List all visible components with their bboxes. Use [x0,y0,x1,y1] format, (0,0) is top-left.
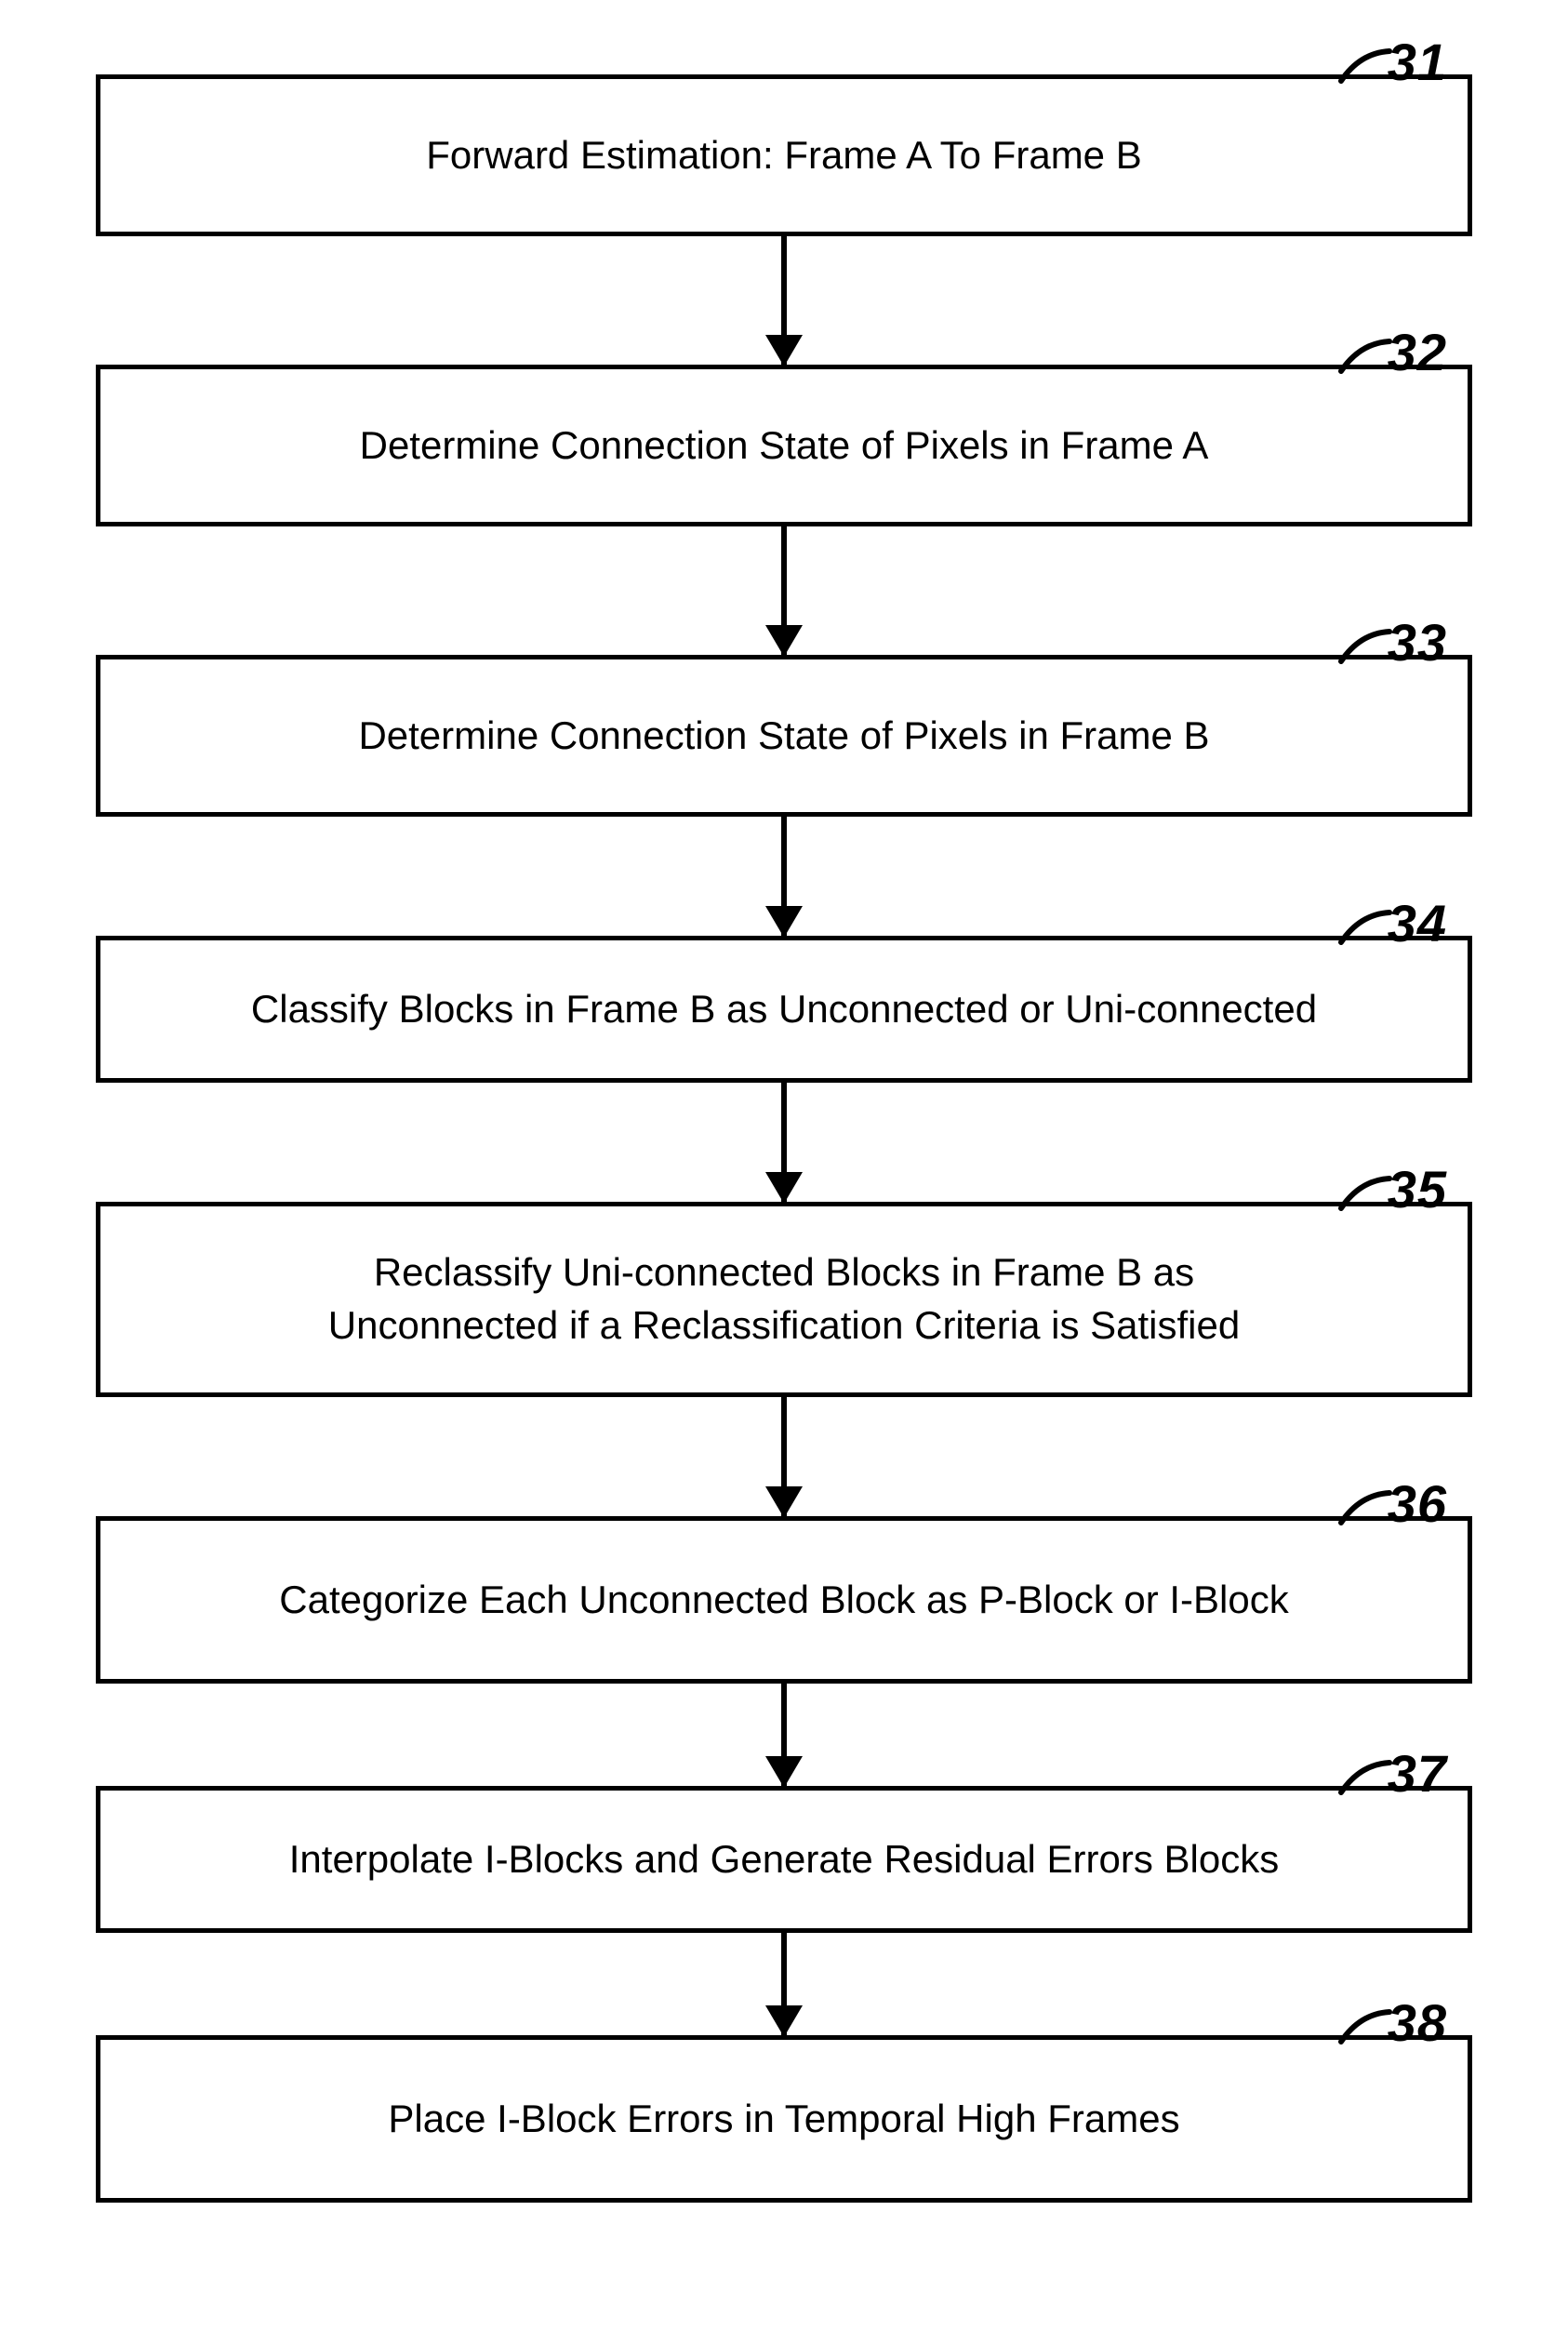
step-box: Determine Connection State of Pixels in … [96,365,1472,526]
label-tick-icon [1337,1759,1393,1796]
label-tick-icon [1337,338,1393,375]
flowchart-step: 31 Forward Estimation: Frame A To Frame … [93,74,1475,365]
arrow-down-icon [781,236,787,365]
arrow-down-icon [781,1684,787,1786]
label-tick-icon [1337,1489,1393,1526]
step-text: Classify Blocks in Frame B as Unconnecte… [251,983,1317,1036]
step-text: Place I-Block Errors in Temporal High Fr… [388,2093,1179,2146]
label-tick-icon [1337,47,1393,85]
label-tick-icon [1337,909,1393,946]
step-number: 34 [1388,894,1447,952]
flowchart-step: 37 Interpolate I-Blocks and Generate Res… [93,1786,1475,2035]
step-box: Place I-Block Errors in Temporal High Fr… [96,2035,1472,2203]
step-label: 35 [1337,1159,1447,1219]
step-number: 37 [1388,1744,1447,1803]
step-box: Interpolate I-Blocks and Generate Residu… [96,1786,1472,1933]
step-box: Categorize Each Unconnected Block as P-B… [96,1516,1472,1684]
step-number: 32 [1388,323,1447,381]
step-text: Categorize Each Unconnected Block as P-B… [279,1574,1289,1627]
arrow-down-icon [781,817,787,936]
step-label: 37 [1337,1743,1447,1804]
arrow-down-icon [781,1083,787,1202]
step-text: Determine Connection State of Pixels in … [360,420,1209,473]
step-number: 36 [1388,1474,1447,1533]
step-label: 33 [1337,612,1447,673]
flowchart-container: 31 Forward Estimation: Frame A To Frame … [93,74,1475,2203]
arrow-down-icon [781,526,787,655]
step-text: Forward Estimation: Frame A To Frame B [426,129,1141,182]
arrow-down-icon [781,1933,787,2035]
step-text: Interpolate I-Blocks and Generate Residu… [289,1833,1280,1886]
step-number: 35 [1388,1160,1447,1219]
step-text: Reclassify Uni-connected Blocks in Frame… [328,1246,1240,1352]
label-tick-icon [1337,2008,1393,2045]
label-tick-icon [1337,628,1393,665]
flowchart-step: 34 Classify Blocks in Frame B as Unconne… [93,936,1475,1202]
step-label: 36 [1337,1473,1447,1534]
step-label: 32 [1337,322,1447,382]
step-box: Classify Blocks in Frame B as Unconnecte… [96,936,1472,1083]
step-number: 38 [1388,1993,1447,2052]
flowchart-step: 38 Place I-Block Errors in Temporal High… [93,2035,1475,2203]
step-label: 31 [1337,32,1447,92]
flowchart-step: 32 Determine Connection State of Pixels … [93,365,1475,655]
step-number: 33 [1388,613,1447,672]
step-box: Determine Connection State of Pixels in … [96,655,1472,817]
flowchart-step: 36 Categorize Each Unconnected Block as … [93,1516,1475,1786]
step-number: 31 [1388,33,1447,91]
label-tick-icon [1337,1175,1393,1212]
step-text: Determine Connection State of Pixels in … [358,710,1209,763]
step-box: Reclassify Uni-connected Blocks in Frame… [96,1202,1472,1397]
step-label: 38 [1337,1992,1447,2053]
flowchart-step: 35 Reclassify Uni-connected Blocks in Fr… [93,1202,1475,1516]
arrow-down-icon [781,1397,787,1516]
step-box: Forward Estimation: Frame A To Frame B [96,74,1472,236]
flowchart-step: 33 Determine Connection State of Pixels … [93,655,1475,936]
step-label: 34 [1337,893,1447,953]
